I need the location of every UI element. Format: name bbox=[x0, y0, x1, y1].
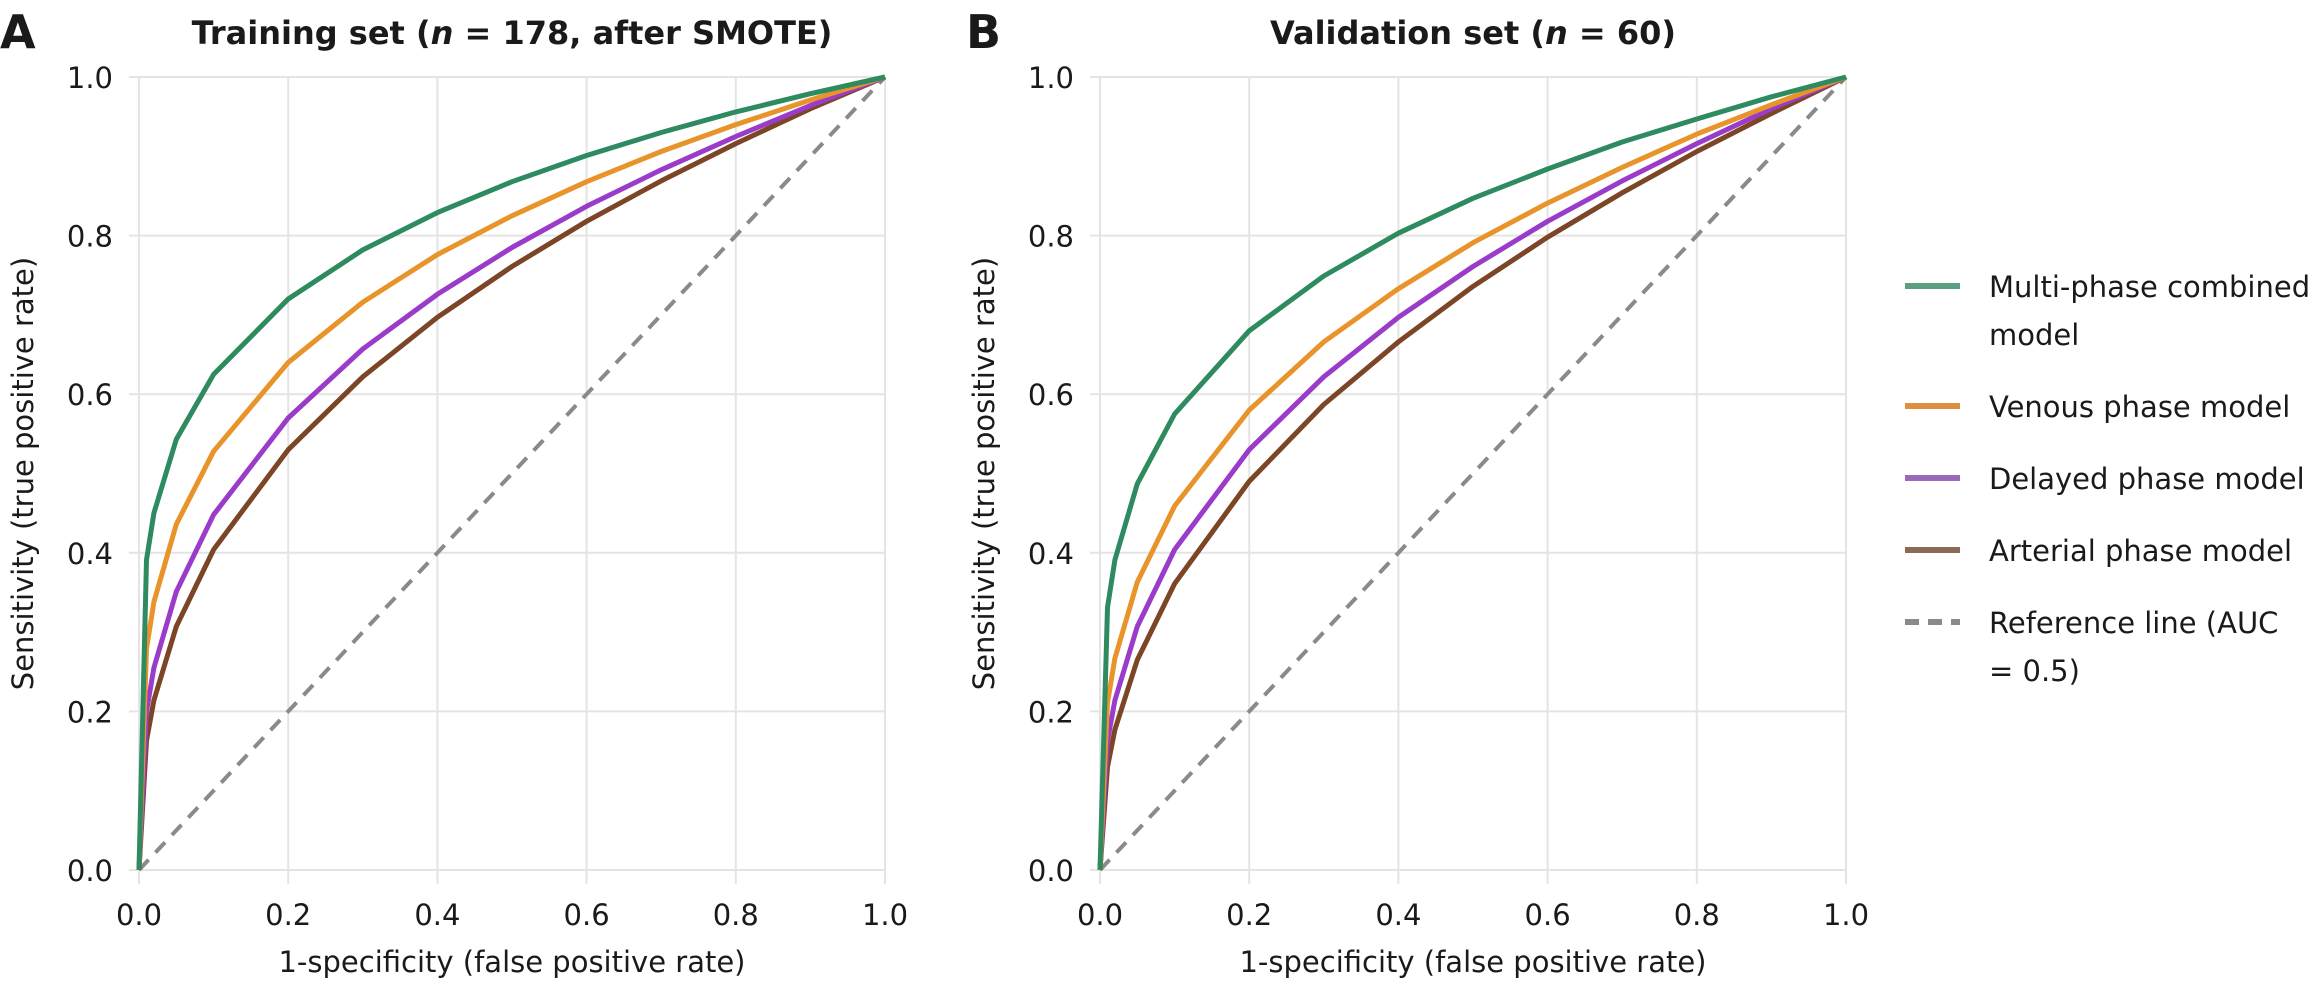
y-tick-label: 0.8 bbox=[67, 220, 113, 254]
x-tick-label: 1.0 bbox=[1823, 898, 1869, 932]
chart-title-suffix: = 178, after SMOTE) bbox=[453, 14, 832, 52]
legend-label: Reference line (AUC bbox=[1989, 606, 2278, 640]
legend-item: Arterial phase model bbox=[1905, 534, 2292, 568]
roc-curve-multi-phase-combined-model bbox=[1097, 74, 1847, 871]
x-tick-label: 1.0 bbox=[862, 898, 908, 932]
x-axis-label: 1-specificity (false positive rate) bbox=[1239, 945, 1706, 979]
x-tick-label: 0.4 bbox=[1375, 898, 1421, 932]
y-tick-label: 0.2 bbox=[1028, 695, 1074, 729]
legend-label: Delayed phase model bbox=[1989, 462, 2305, 496]
x-tick-label: 0.0 bbox=[116, 898, 162, 932]
y-tick-label: 0.4 bbox=[67, 537, 113, 571]
x-tick-label: 0.6 bbox=[1525, 898, 1571, 932]
legend-label: = 0.5) bbox=[1989, 654, 2080, 688]
reference-line bbox=[1098, 75, 1848, 872]
chart-title-n: n bbox=[431, 14, 454, 52]
chart-title: Validation set (n = 60) bbox=[1270, 14, 1676, 52]
y-tick-label: 0.2 bbox=[67, 695, 113, 729]
x-tick-label: 0.4 bbox=[414, 898, 460, 932]
x-tick-label: 0.8 bbox=[1674, 898, 1720, 932]
y-axis-label: Sensitivity (true positive rate) bbox=[6, 257, 40, 690]
y-tick-label: 1.0 bbox=[1028, 61, 1074, 95]
y-tick-label: 1.0 bbox=[67, 61, 113, 95]
roc-curve-arterial-phase-model bbox=[136, 74, 886, 871]
legend-label: Venous phase model bbox=[1989, 390, 2290, 424]
roc-curve-venous-phase-model bbox=[136, 74, 886, 871]
x-tick-label: 0.0 bbox=[1077, 898, 1123, 932]
legend-label: Arterial phase model bbox=[1989, 534, 2292, 568]
legend-item: Venous phase model bbox=[1905, 390, 2290, 424]
x-axis-label: 1-specificity (false positive rate) bbox=[278, 945, 745, 979]
chart-title: Training set (n = 178, after SMOTE) bbox=[192, 14, 833, 52]
reference-line bbox=[137, 75, 887, 872]
roc-panel-b: B Validation set (n = 60) 0.0 0.2 0.4 0.6 0.8 1… bbox=[966, 5, 1869, 979]
chart-title-suffix: = 60) bbox=[1568, 14, 1676, 52]
panel-label: A bbox=[0, 5, 36, 59]
legend: Multi-phase combined model Venous phase mo… bbox=[1905, 270, 2310, 688]
y-axis-label: Sensitivity (true positive rate) bbox=[967, 257, 1001, 690]
x-tick-label: 0.6 bbox=[564, 898, 610, 932]
y-tick-label: 0.0 bbox=[1028, 854, 1074, 888]
x-tick-label: 0.2 bbox=[1226, 898, 1272, 932]
roc-curve-arterial-phase-model bbox=[1097, 74, 1848, 871]
y-tick-label: 0.6 bbox=[1028, 378, 1074, 412]
roc-curve-delayed-phase-model bbox=[1097, 74, 1847, 871]
roc-curve-delayed-phase-model bbox=[136, 74, 886, 871]
legend-item: Reference line (AUC = 0.5) bbox=[1905, 606, 2278, 688]
y-tick-label: 0.8 bbox=[1028, 220, 1074, 254]
y-tick-label: 0.4 bbox=[1028, 537, 1074, 571]
legend-label: model bbox=[1989, 318, 2079, 352]
roc-curve-venous-phase-model bbox=[1097, 74, 1847, 871]
chart-title-prefix: Training set ( bbox=[192, 14, 431, 52]
chart-title-n: n bbox=[1545, 14, 1568, 52]
x-tick-label: 0.8 bbox=[713, 898, 759, 932]
y-tick-label: 0.6 bbox=[67, 378, 113, 412]
roc-curve-multi-phase-combined-model bbox=[136, 74, 886, 871]
legend-item: Multi-phase combined model bbox=[1905, 270, 2310, 352]
y-tick-label: 0.0 bbox=[67, 854, 113, 888]
panel-label: B bbox=[966, 5, 1001, 59]
chart-title-prefix: Validation set ( bbox=[1270, 14, 1545, 52]
roc-panel-a: A Training set (n = 178, after SMOTE)0.0 0… bbox=[0, 5, 908, 979]
legend-label: Multi-phase combined bbox=[1989, 270, 2310, 304]
legend-item: Delayed phase model bbox=[1905, 462, 2305, 496]
x-tick-label: 0.2 bbox=[265, 898, 311, 932]
